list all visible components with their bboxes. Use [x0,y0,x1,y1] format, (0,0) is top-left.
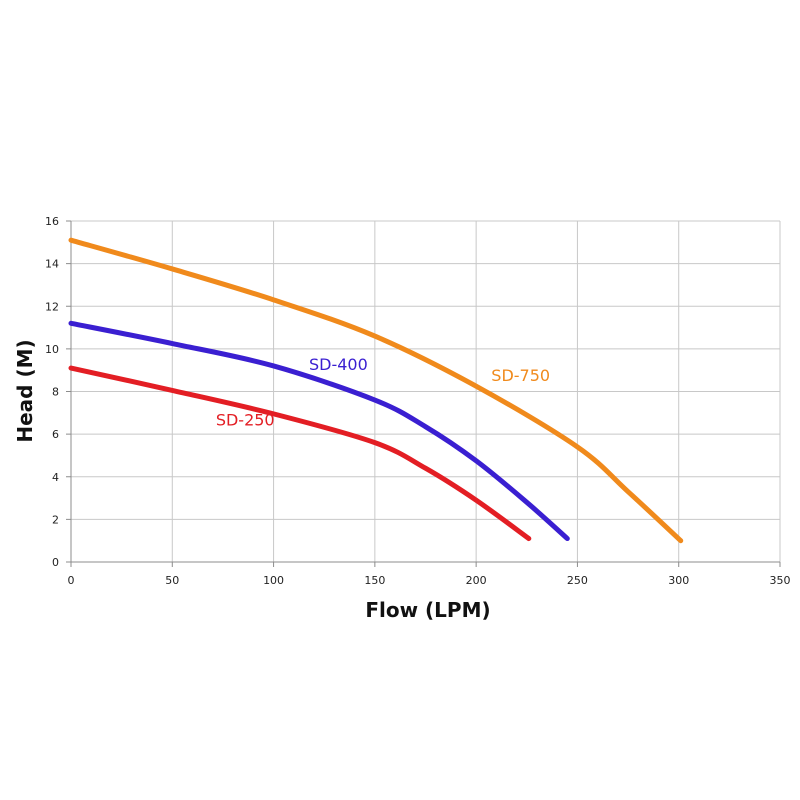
series-line-sd-400 [68,320,570,542]
x-tick-labels: 0 50 100 150 200 250 300 350 [68,574,791,587]
x-tick-label: 0 [68,574,75,587]
series-labels: SD-250 SD-400 SD-750 [216,355,550,429]
y-tick-label: 2 [52,513,59,526]
series-lines [68,237,684,544]
axes [66,220,781,567]
x-tick-label: 300 [668,574,689,587]
x-tick-label: 350 [770,574,791,587]
series-label-sd-250: SD-250 [216,411,275,430]
x-tick-label: 250 [567,574,588,587]
y-tick-label: 4 [52,471,59,484]
y-tick-label: 10 [45,343,59,356]
y-tick-label: 14 [45,258,59,271]
series-label-sd-400: SD-400 [309,355,368,374]
y-tick-label: 0 [52,556,59,569]
series-line-sd-250 [68,365,532,542]
y-axis-title: Head (M) [13,339,37,442]
series-line-sd-750 [68,237,684,544]
x-tick-label: 50 [165,574,179,587]
x-axis-title: Flow (LPM) [365,598,490,622]
series-label-sd-750: SD-750 [491,366,550,385]
y-tick-label: 6 [52,428,59,441]
y-tick-labels: 0 2 4 6 8 10 12 14 16 [45,215,59,569]
x-tick-label: 200 [466,574,487,587]
x-tick-label: 100 [263,574,284,587]
y-tick-label: 8 [52,386,59,399]
x-tick-label: 150 [364,574,385,587]
y-tick-label: 16 [45,215,59,228]
y-tick-label: 12 [45,300,59,313]
